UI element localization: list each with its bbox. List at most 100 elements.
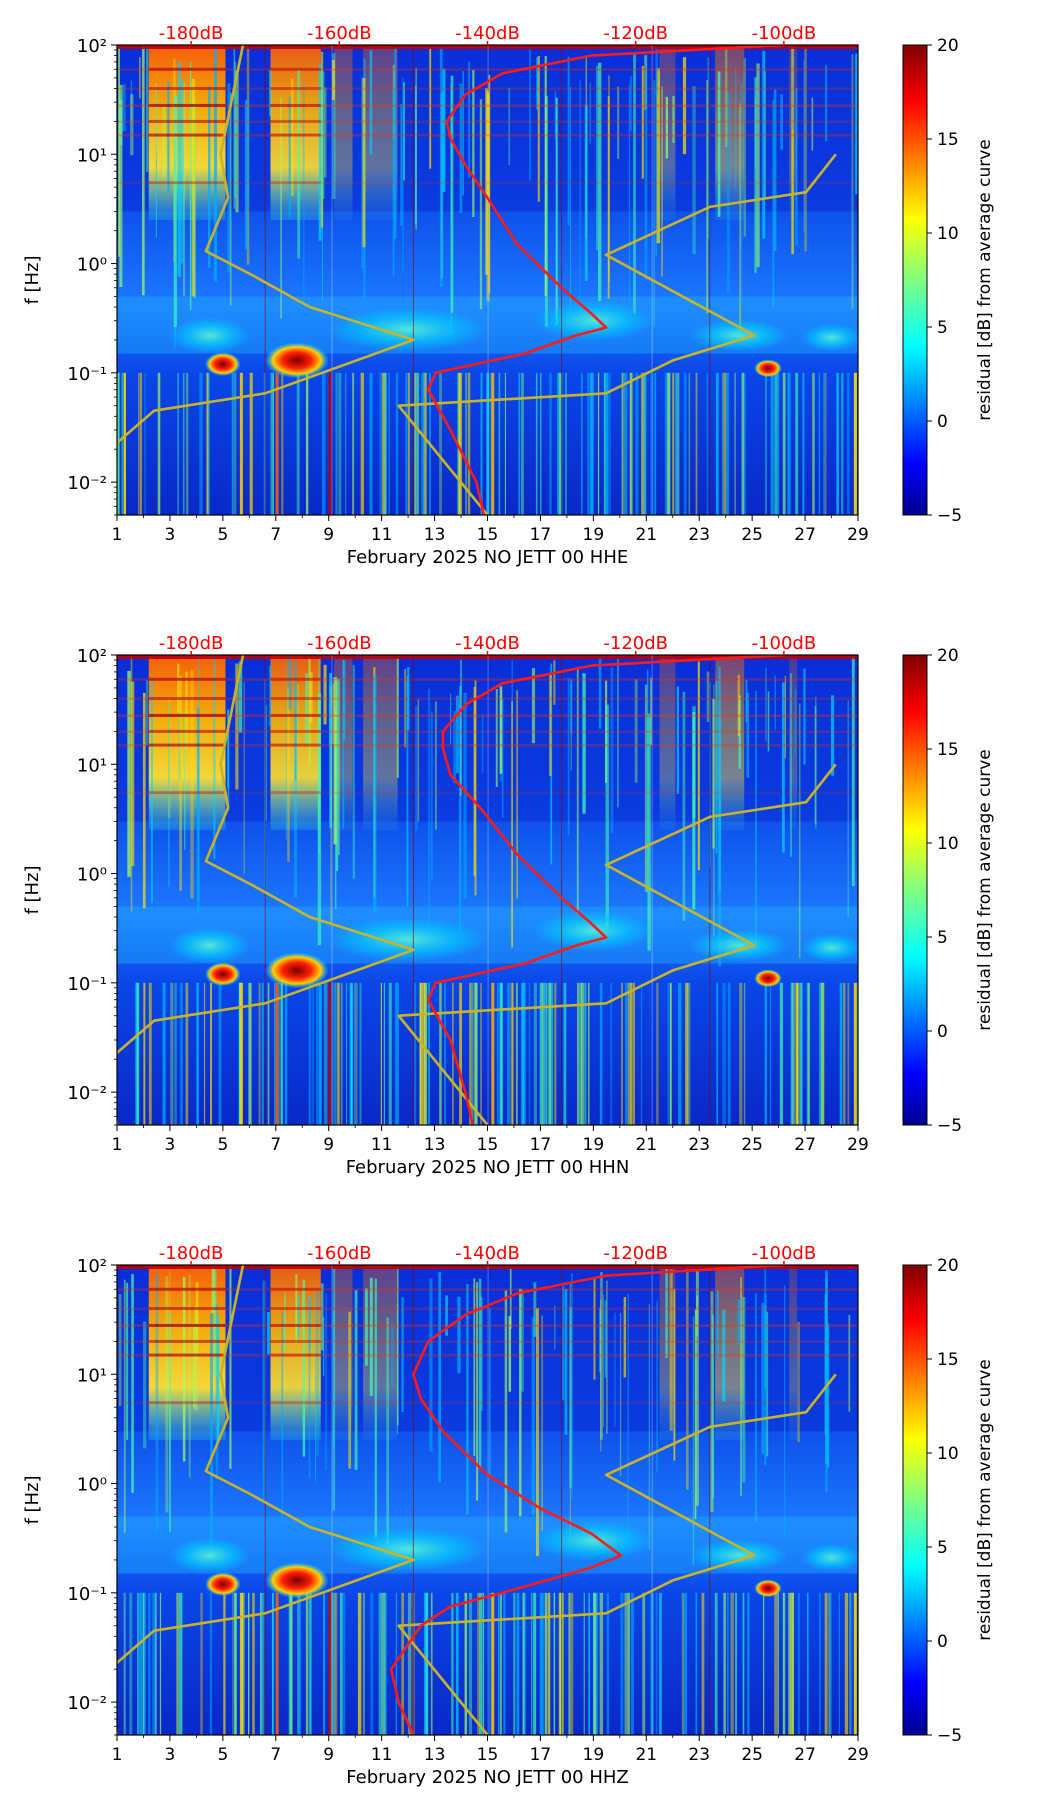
transient-streak <box>683 1592 687 1735</box>
transient-streak <box>309 672 313 723</box>
transient-streak <box>469 982 472 1125</box>
colorbar <box>902 44 928 516</box>
harmonic-line <box>148 1339 226 1343</box>
transient-streak <box>515 982 518 1125</box>
transient-streak <box>599 982 603 1125</box>
harmonic-line <box>117 1307 858 1310</box>
y-tick-label: 10² <box>77 646 107 667</box>
transient-streak <box>818 372 821 515</box>
transient-streak <box>603 372 606 515</box>
transient-streak <box>420 982 423 1125</box>
x-tick-label: 25 <box>741 525 763 545</box>
transient-streak <box>223 1592 226 1735</box>
transient-streak <box>489 1308 491 1478</box>
transient-streak <box>167 697 171 818</box>
transient-streak <box>271 1592 273 1735</box>
transient-streak <box>747 1592 750 1735</box>
transient-streak <box>143 982 146 1125</box>
transient-streak <box>357 1592 362 1735</box>
colorbar-tick-label: −5 <box>937 506 962 526</box>
transient-streak <box>309 1592 312 1735</box>
transient-streak <box>847 700 849 918</box>
harmonic-line <box>117 1401 858 1405</box>
transient-streak <box>774 1592 778 1735</box>
transient-streak <box>340 982 343 1125</box>
transient-streak <box>629 75 632 131</box>
transient-streak <box>288 1592 291 1735</box>
transient-streak <box>827 1323 830 1468</box>
transient-streak <box>598 1307 602 1373</box>
db-label: -180dB <box>159 1243 224 1264</box>
transient-streak <box>650 1592 654 1735</box>
transient-streak <box>305 372 309 515</box>
transient-streak <box>782 682 785 853</box>
transient-streak <box>807 982 810 1125</box>
transient-streak <box>280 97 282 319</box>
transient-streak <box>234 62 237 199</box>
transient-streak <box>235 70 239 213</box>
microseism-band-patch <box>328 917 489 962</box>
harmonic-line <box>148 1306 226 1310</box>
harmonic-line <box>117 697 858 700</box>
transient-streak <box>323 664 327 725</box>
transient-streak <box>184 711 186 851</box>
transient-streak <box>216 1318 220 1443</box>
transient-streak <box>655 87 657 257</box>
transient-streak <box>342 660 346 741</box>
transient-streak <box>369 1277 373 1396</box>
transient-streak <box>802 372 805 515</box>
transient-streak <box>642 1592 646 1735</box>
transient-streak <box>737 1299 741 1345</box>
transient-streak <box>227 709 230 812</box>
transient-streak <box>382 372 386 515</box>
transient-streak <box>415 67 417 230</box>
transient-streak <box>796 982 799 1125</box>
transient-streak <box>788 1592 791 1735</box>
y-tick-label: 10⁻¹ <box>67 364 107 385</box>
transient-streak <box>569 1306 573 1488</box>
transient-streak <box>458 372 462 515</box>
transient-streak <box>450 693 452 744</box>
transient-streak <box>557 372 559 515</box>
transient-streak <box>683 372 687 515</box>
transient-streak <box>285 655 287 840</box>
transient-streak <box>593 1278 596 1380</box>
transient-streak <box>243 681 245 875</box>
transient-streak <box>417 699 420 822</box>
transient-streak <box>165 1276 169 1513</box>
transient-streak <box>650 372 654 515</box>
transient-streak <box>764 1266 767 1389</box>
transient-streak <box>540 372 542 515</box>
transient-streak <box>564 1288 568 1435</box>
transient-streak <box>227 83 231 273</box>
transient-streak <box>717 662 720 898</box>
transient-streak <box>614 1312 616 1428</box>
transient-streak <box>824 1294 827 1435</box>
y-tick-label: 10⁻² <box>67 1693 107 1714</box>
x-tick-label: 13 <box>424 1745 446 1765</box>
transient-streak <box>648 1303 650 1550</box>
transient-streak <box>302 1279 306 1457</box>
transient-streak <box>756 63 760 268</box>
top-edge-line <box>117 45 858 49</box>
transient-streak <box>117 372 120 515</box>
colorbar-tick-label: 0 <box>937 412 948 432</box>
transient-streak <box>560 1592 565 1735</box>
transient-streak <box>189 61 192 311</box>
transient-streak <box>707 57 710 239</box>
transient-streak <box>701 1592 705 1735</box>
transient-streak <box>143 1592 145 1735</box>
transient-streak <box>174 982 177 1125</box>
transient-streak <box>755 691 757 950</box>
transient-streak <box>718 666 721 891</box>
transient-streak <box>543 982 547 1125</box>
transient-streak <box>622 372 626 515</box>
x-tick-label: 1 <box>112 525 123 545</box>
noise-model-curve-high <box>397 763 837 1125</box>
transient-streak <box>496 982 501 1125</box>
transient-streak <box>453 711 457 784</box>
transient-streak <box>839 982 843 1125</box>
transient-streak <box>155 1272 159 1532</box>
transient-streak <box>512 982 514 1125</box>
transient-streak <box>322 1316 325 1377</box>
